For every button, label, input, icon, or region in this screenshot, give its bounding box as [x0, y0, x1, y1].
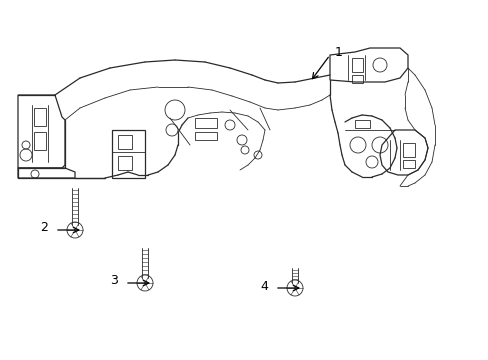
Text: 4: 4: [260, 279, 267, 292]
Bar: [354, 120, 369, 128]
Bar: [34, 132, 46, 150]
Text: 3: 3: [110, 274, 118, 288]
Bar: [351, 58, 362, 72]
Bar: [402, 160, 414, 168]
Bar: [351, 75, 362, 83]
Bar: [402, 143, 414, 157]
Text: 1: 1: [334, 45, 342, 58]
Bar: [195, 118, 217, 128]
Bar: [34, 108, 46, 126]
Bar: [118, 135, 132, 149]
Text: 2: 2: [40, 221, 48, 234]
Bar: [118, 156, 132, 170]
Bar: [195, 132, 217, 140]
